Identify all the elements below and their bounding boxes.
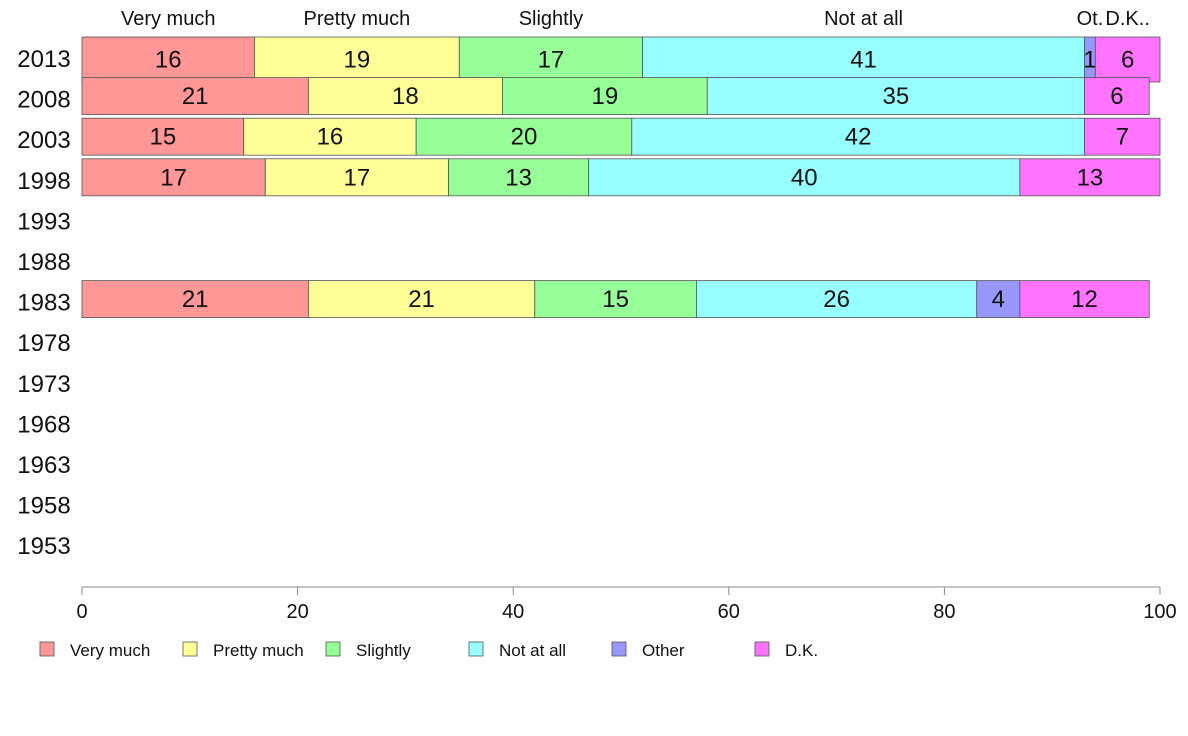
data-label: 16 (155, 47, 182, 74)
bar-segment (81, 77, 309, 115)
legend: Very much Pretty much Slightly Not at all Ot… (39, 641, 818, 660)
legend-item: Slightly (325, 641, 411, 660)
y-tick-label: 1978 (17, 330, 70, 357)
bar-segment (81, 36, 255, 83)
bar-area: 16 19 17 41 1 621 18 19 35 615 16 20 42 717 17 13 40 1321… (81, 36, 1161, 319)
legend-label: Slightly (356, 641, 411, 660)
data-label: 1 (1083, 47, 1096, 74)
legend-label: Not at all (499, 641, 566, 660)
data-label: 17 (344, 164, 371, 191)
y-tick-label: 1958 (17, 493, 70, 520)
data-label: 6 (1110, 83, 1123, 110)
data-label: 26 (823, 286, 850, 313)
data-label: 20 (511, 124, 538, 151)
category-header-label: Pretty much (304, 8, 411, 30)
x-tick-label: 80 (933, 601, 955, 623)
category-header-label: D.K.. (1105, 8, 1149, 30)
data-label: 17 (538, 47, 565, 74)
category-header-label: Very much (121, 8, 215, 30)
bar-segment (243, 117, 417, 156)
legend-item: D.K. (754, 641, 818, 660)
x-tick-label: 60 (718, 601, 740, 623)
x-tick-label: 100 (1143, 601, 1176, 623)
legend-label: Pretty much (213, 641, 304, 660)
data-label: 40 (791, 164, 818, 191)
y-tick-label: 1963 (17, 452, 70, 479)
y-tick-label: 2008 (17, 87, 70, 114)
bar-segment (307, 77, 503, 115)
bar-segment (976, 280, 1021, 319)
legend-item: Other (611, 641, 685, 660)
category-header-row: Very much Pretty much Slightly Not at all Ot… (121, 8, 1150, 30)
legend-label: Very much (70, 641, 150, 660)
bar-segment (642, 36, 1085, 83)
bar-segment (502, 77, 708, 115)
legend-swatch (468, 641, 484, 657)
category-header-label: Not at all (824, 8, 903, 30)
legend-swatch (611, 641, 627, 657)
category-header-label: Slightly (519, 8, 583, 30)
y-tick-label: 1953 (17, 533, 70, 560)
legend-swatch (754, 641, 770, 657)
y-tick-label: 1993 (17, 208, 70, 235)
y-axis-year-labels: 2013 2008 2003 1998 1993 1988 1983 1978 1973 1968… (17, 46, 70, 560)
category-header-label: Ot. (1077, 8, 1104, 30)
data-label: 16 (317, 124, 344, 151)
bar-segment (1094, 36, 1161, 83)
legend-item: Not at all (468, 641, 566, 660)
bar-segment (254, 36, 460, 83)
bar-segment (415, 117, 633, 156)
bar-segment (307, 280, 536, 319)
bar-segment (1019, 158, 1161, 197)
y-tick-label: 1973 (17, 371, 70, 398)
legend-item: Very much (39, 641, 150, 660)
x-axis: 0 20 40 60 80 100 (76, 586, 1177, 623)
legend-item: Pretty much (182, 641, 304, 660)
data-label: 18 (392, 83, 419, 110)
bar-segment (81, 117, 245, 156)
data-label: 17 (160, 164, 187, 191)
x-tick-label: 40 (502, 601, 524, 623)
y-tick-label: 1988 (17, 249, 70, 276)
legend-label: D.K. (785, 641, 818, 660)
bar-segment (631, 117, 1085, 156)
x-tick-label: 20 (286, 601, 308, 623)
data-label: 21 (408, 286, 435, 313)
data-label: 12 (1071, 286, 1098, 313)
y-tick-label: 2013 (17, 46, 70, 73)
data-label: 7 (1116, 124, 1129, 151)
bar-segment (448, 158, 590, 197)
data-label: 41 (850, 47, 877, 74)
bar-segment (1019, 280, 1150, 319)
data-label: 19 (344, 47, 371, 74)
data-label: 15 (149, 124, 176, 151)
y-tick-label: 1968 (17, 411, 70, 438)
bar-segment (696, 280, 978, 319)
data-label: 4 (992, 286, 1005, 313)
data-label: 13 (1077, 164, 1104, 191)
legend-label: Other (642, 641, 685, 660)
bar-segment (1084, 77, 1150, 115)
data-label: 21 (182, 83, 209, 110)
y-tick-label: 1983 (17, 290, 70, 317)
data-label: 13 (505, 164, 532, 191)
bar-segment (588, 158, 1021, 197)
legend-swatch (39, 641, 55, 657)
data-label: 19 (591, 83, 618, 110)
x-tick-label: 0 (76, 601, 87, 623)
legend-swatch (182, 641, 198, 657)
y-tick-label: 1998 (17, 168, 70, 195)
y-tick-label: 2003 (17, 127, 70, 154)
data-label: 6 (1121, 47, 1134, 74)
data-label: 35 (883, 83, 910, 110)
data-label: 21 (182, 286, 209, 313)
bar-segment (1084, 117, 1161, 156)
legend-swatch (325, 641, 341, 657)
data-label: 15 (602, 286, 629, 313)
data-label: 42 (845, 124, 872, 151)
bar-segment (706, 77, 1085, 115)
bar-segment (458, 36, 643, 83)
